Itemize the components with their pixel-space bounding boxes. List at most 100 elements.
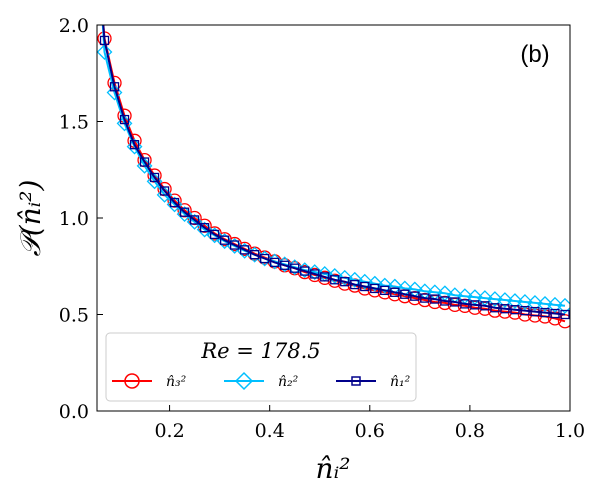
data-point-n1: [400, 289, 410, 299]
data-point-n2: [537, 295, 553, 312]
data-point-n1: [209, 229, 220, 240]
data-point-n1: [560, 309, 570, 320]
legend-label-n3: n̂₃²: [166, 374, 187, 390]
data-point-n1: [420, 293, 430, 303]
legend-marker-n2: [234, 371, 254, 391]
y-axis-title: 𝒫(n̂ᵢ²): [14, 180, 47, 257]
data-point-n2: [507, 293, 523, 309]
data-point-n1: [440, 296, 450, 306]
data-point-n2: [497, 292, 513, 308]
x-tick-label: 0.4: [255, 420, 285, 442]
data-point-n2: [336, 269, 353, 286]
data-point-n2: [346, 271, 363, 288]
data-point-n1: [139, 157, 150, 167]
data-point-n1: [480, 301, 490, 311]
data-point-n1: [119, 114, 130, 125]
series-line-n1: [102, 25, 566, 316]
data-point-n1: [530, 306, 540, 317]
data-point-n2: [517, 294, 533, 310]
data-point-n1: [330, 275, 340, 285]
x-tick-label: 0.8: [455, 420, 485, 442]
legend-marker-n3: [124, 373, 140, 389]
data-point-n1: [320, 272, 330, 282]
series-line-n2: [101, 25, 566, 307]
data-point-n2: [106, 84, 123, 101]
data-point-n2: [527, 295, 543, 311]
x-tick-label: 1.0: [555, 420, 585, 442]
data-point-n1: [520, 305, 530, 316]
data-point-n1: [109, 82, 120, 92]
data-point-n1: [159, 186, 170, 196]
data-point-n2: [547, 296, 563, 313]
data-point-n1: [129, 140, 140, 150]
data-point-n1: [99, 35, 110, 46]
data-point-n1: [199, 222, 210, 233]
data-point-n2: [376, 277, 393, 294]
y-tick-label: 1.5: [59, 112, 89, 134]
data-point-n2: [276, 256, 293, 273]
y-tick-label: 2.0: [59, 15, 89, 37]
data-point-n2: [176, 206, 193, 223]
data-point-n2: [206, 227, 223, 244]
legend-box: [105, 332, 417, 402]
legend-label-n1: n̂₁²: [390, 374, 411, 390]
data-point-n2: [296, 262, 313, 279]
data-point-n1: [240, 245, 250, 255]
data-point-n1: [219, 235, 230, 245]
data-point-n2: [266, 253, 283, 270]
data-point-n2: [126, 138, 143, 155]
data-point-n2: [216, 233, 233, 250]
legend: Re = 178.5 n̂₃² n̂₂² n̂₁²: [105, 332, 417, 402]
data-point-n2: [366, 275, 383, 292]
x-axis-title: n̂ᵢ²: [316, 452, 351, 485]
data-point-n1: [250, 250, 260, 260]
y-tick-label: 0.5: [59, 305, 89, 327]
data-point-n1: [470, 300, 480, 310]
data-point-n2: [396, 280, 413, 297]
data-point-n1: [300, 266, 310, 276]
data-point-n1: [370, 283, 380, 294]
data-point-n1: [410, 291, 420, 301]
data-point-n2: [356, 273, 373, 290]
x-tick-label: 0.6: [355, 420, 385, 442]
data-point-n2: [146, 173, 163, 190]
data-point-n2: [116, 115, 133, 132]
data-point-n1: [380, 285, 390, 296]
data-point-n1: [500, 304, 510, 314]
y-tick-label: 0.0: [59, 401, 89, 423]
data-point-n1: [360, 281, 370, 292]
panel-label: (b): [520, 41, 549, 68]
data-point-n2: [196, 221, 213, 238]
legend-label-n2: n̂₂²: [278, 374, 299, 390]
data-point-n2: [136, 157, 153, 174]
data-point-n1: [290, 263, 300, 273]
data-point-n2: [166, 196, 183, 213]
data-point-n1: [450, 297, 460, 307]
data-point-n1: [550, 308, 560, 319]
data-point-n1: [260, 253, 270, 264]
y-tick-label: 1.0: [59, 208, 89, 230]
data-point-n1: [179, 207, 190, 217]
legend-marker-n1: [351, 376, 361, 386]
data-point-n1: [229, 240, 240, 250]
data-point-n2: [156, 186, 173, 203]
data-point-n1: [460, 299, 470, 309]
axis-ticks: 0.2 0.4 0.6 0.8 1.0 0.0 0.5 1.0 1.5 2.0: [59, 15, 585, 442]
data-point-n1: [490, 303, 500, 313]
data-point-n1: [149, 172, 160, 183]
data-point-n1: [270, 257, 280, 268]
data-point-n2: [326, 267, 343, 284]
data-point-n2: [286, 259, 303, 276]
x-tick-label: 0.2: [154, 420, 184, 442]
data-point-n1: [390, 287, 400, 297]
data-point-n2: [386, 278, 403, 295]
legend-title: Re = 178.5: [200, 339, 320, 363]
data-point-n2: [487, 291, 503, 307]
data-point-n1: [189, 215, 200, 225]
data-point-n1: [510, 305, 520, 315]
data-point-n1: [350, 279, 360, 290]
data-point-n2: [306, 264, 323, 280]
data-point-n1: [430, 294, 440, 304]
data-point-n1: [540, 307, 550, 318]
